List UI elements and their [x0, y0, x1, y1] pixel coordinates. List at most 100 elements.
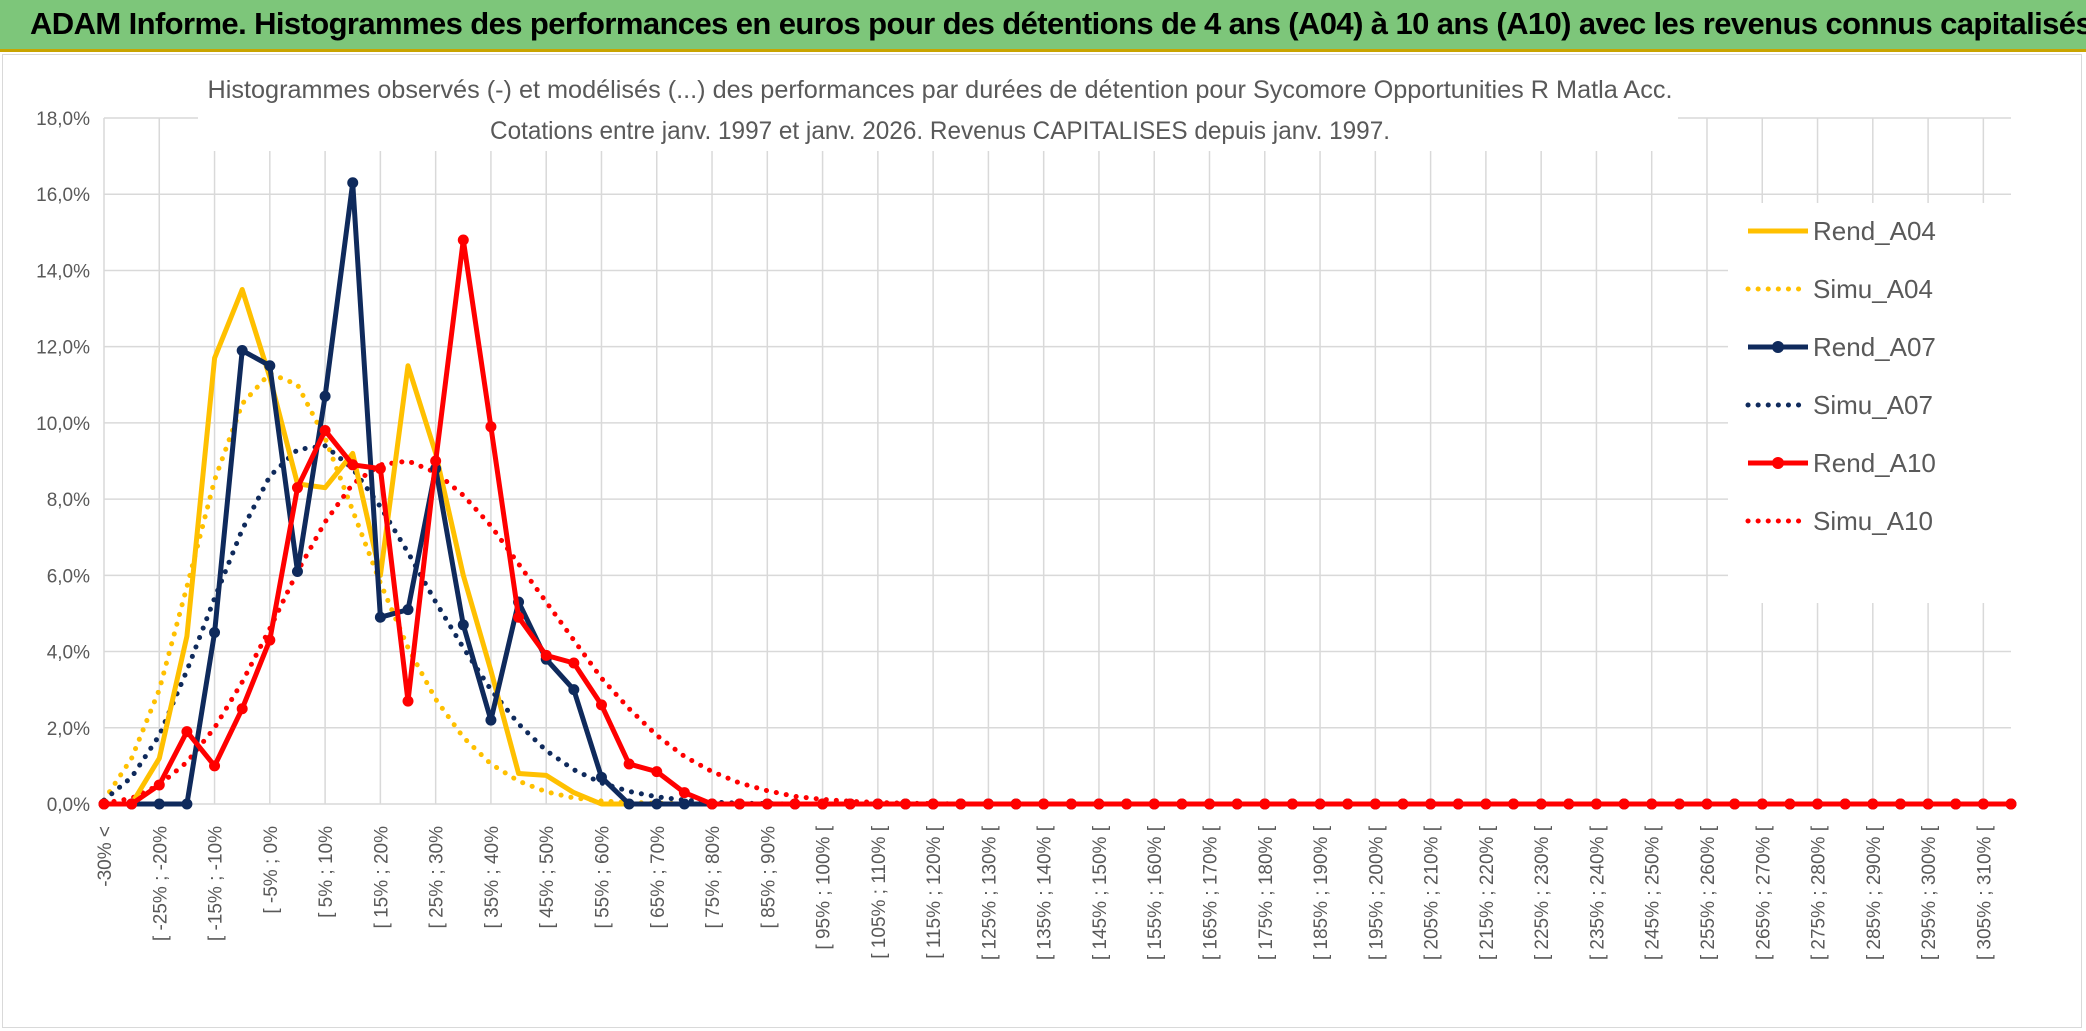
- data-point-rend-a10: [1148, 798, 1160, 810]
- data-point-rend-a10: [1867, 798, 1879, 810]
- data-point-rend-a10: [817, 798, 829, 810]
- data-point-rend-a10: [706, 798, 718, 810]
- data-point-rend-a10: [1480, 798, 1492, 810]
- y-tick-label: 16,0%: [36, 185, 90, 206]
- x-tick-label: [ 285% ; 290% [: [1864, 825, 1885, 960]
- data-point-rend-a10: [623, 758, 635, 770]
- data-point-rend-a10: [927, 798, 939, 810]
- x-tick-label: [ 275% ; 280% [: [1809, 825, 1830, 960]
- data-point-rend-a07: [236, 344, 248, 356]
- data-point-rend-a07: [347, 177, 359, 189]
- data-point-rend-a07: [623, 798, 635, 810]
- data-point-rend-a07: [153, 798, 165, 810]
- data-point-rend-a10: [1950, 798, 1962, 810]
- data-point-rend-a10: [982, 798, 994, 810]
- data-point-rend-a10: [1204, 798, 1216, 810]
- x-tick-label: [ 35% ; 40%: [482, 826, 503, 929]
- legend-label-simu-a10: Simu_A10: [1813, 506, 1933, 536]
- chart-area: 0,0% 2,0% 4,0% 6,0% 8,0% 10,0% 12,0% 14,0% 16,0%…: [2, 54, 2082, 1028]
- data-point-rend-a10: [568, 657, 580, 669]
- data-point-rend-a10: [1784, 798, 1796, 810]
- chart-title-background: [198, 63, 1678, 151]
- data-point-rend-a10: [1535, 798, 1547, 810]
- y-tick-label: 18,0%: [36, 109, 90, 130]
- data-point-rend-a10: [153, 779, 165, 791]
- data-point-rend-a10: [291, 482, 303, 494]
- data-point-rend-a10: [1286, 798, 1298, 810]
- x-tick-label: [ 25% ; 30%: [427, 826, 448, 929]
- y-tick-label: 8,0%: [47, 490, 90, 511]
- data-point-rend-a10: [734, 798, 746, 810]
- data-point-rend-a10: [1397, 798, 1409, 810]
- data-point-rend-a10: [595, 699, 607, 711]
- data-point-rend-a10: [761, 798, 773, 810]
- x-tick-label: [ -25% ; -20%: [150, 826, 171, 941]
- data-point-rend-a10: [485, 421, 497, 433]
- data-point-rend-a10: [374, 463, 386, 475]
- data-point-rend-a10: [1590, 798, 1602, 810]
- data-point-rend-a10: [1259, 798, 1271, 810]
- legend-label-rend-a04: Rend_A04: [1813, 216, 1936, 246]
- data-point-rend-a10: [1508, 798, 1520, 810]
- data-point-rend-a10: [264, 634, 276, 646]
- y-tick-label: 14,0%: [36, 261, 90, 282]
- x-tick-label: [ 235% ; 240% [: [1587, 825, 1608, 960]
- data-point-rend-a10: [955, 798, 967, 810]
- data-point-rend-a07: [264, 360, 276, 372]
- data-point-rend-a10: [1701, 798, 1713, 810]
- data-point-rend-a10: [1894, 798, 1906, 810]
- x-tick-label: [ 245% ; 250% [: [1643, 825, 1664, 960]
- x-tick-label: [ 85% ; 90%: [758, 826, 779, 929]
- x-tick-label: [ 255% ; 260% [: [1698, 825, 1719, 960]
- data-point-rend-a10: [1812, 798, 1824, 810]
- y-tick-label: 2,0%: [47, 719, 90, 740]
- y-tick-label: 4,0%: [47, 643, 90, 664]
- data-point-rend-a10: [209, 760, 221, 772]
- data-point-rend-a10: [2005, 798, 2017, 810]
- data-point-rend-a10: [1369, 798, 1381, 810]
- legend-label-simu-a07: Simu_A07: [1813, 390, 1933, 420]
- data-point-rend-a10: [1010, 798, 1022, 810]
- data-point-rend-a10: [1563, 798, 1575, 810]
- data-point-rend-a10: [1231, 798, 1243, 810]
- x-tick-label: [ 225% ; 230% [: [1532, 825, 1553, 960]
- series-line-simu-a04: [101, 370, 2014, 807]
- y-tick-label: 10,0%: [36, 414, 90, 435]
- data-point-rend-a07: [291, 566, 303, 578]
- data-point-rend-a10: [872, 798, 884, 810]
- data-point-rend-a10: [1176, 798, 1188, 810]
- x-tick-label: [ 15% ; 20%: [371, 826, 392, 929]
- data-point-rend-a07: [209, 627, 221, 638]
- y-tick-label: 12,0%: [36, 338, 90, 359]
- data-point-rend-a07: [457, 619, 469, 631]
- data-point-rend-a10: [513, 611, 525, 623]
- x-tick-label: [ 265% ; 270% [: [1753, 825, 1774, 960]
- y-tick-label: 0,0%: [47, 795, 90, 816]
- legend-background: [1728, 203, 2013, 603]
- x-tick-label: [ 65% ; 70%: [648, 826, 669, 929]
- x-tick-label: [ 55% ; 60%: [592, 826, 613, 929]
- x-tick-label: [ 105% ; 110% [: [869, 825, 890, 958]
- x-tick-label: [ 115% ; 120% [: [924, 825, 945, 958]
- x-tick-label: [ 145% ; 150% [: [1090, 825, 1111, 960]
- data-point-rend-a10: [1452, 798, 1464, 810]
- data-point-rend-a10: [1977, 798, 1989, 810]
- chart-title-line1: Histogrammes observés (-) et modélisés (…: [208, 76, 1673, 104]
- data-point-rend-a07: [402, 604, 414, 616]
- x-tick-label: [ 75% ; 80%: [703, 826, 724, 929]
- x-tick-label: [ 295% ; 300% [: [1919, 825, 1940, 960]
- x-tick-label: [ 135% ; 140% [: [1035, 825, 1056, 960]
- data-point-rend-a10: [1756, 798, 1768, 810]
- legend-label-rend-a10: Rend_A10: [1813, 448, 1936, 478]
- x-tick-label: [ 215% ; 220% [: [1477, 825, 1498, 960]
- data-point-rend-a07: [319, 390, 331, 402]
- data-point-rend-a10: [1673, 798, 1685, 810]
- x-tick-label: [ 195% ; 200% [: [1366, 825, 1387, 960]
- chart-title-line2: Cotations entre janv. 1997 et janv. 2026…: [490, 117, 1390, 145]
- x-tick-label: [ -5% ; 0%: [261, 826, 282, 914]
- data-point-rend-a10: [1646, 798, 1658, 810]
- data-point-rend-a10: [236, 703, 248, 715]
- data-point-rend-a10: [319, 425, 331, 437]
- data-point-rend-a10: [402, 695, 414, 707]
